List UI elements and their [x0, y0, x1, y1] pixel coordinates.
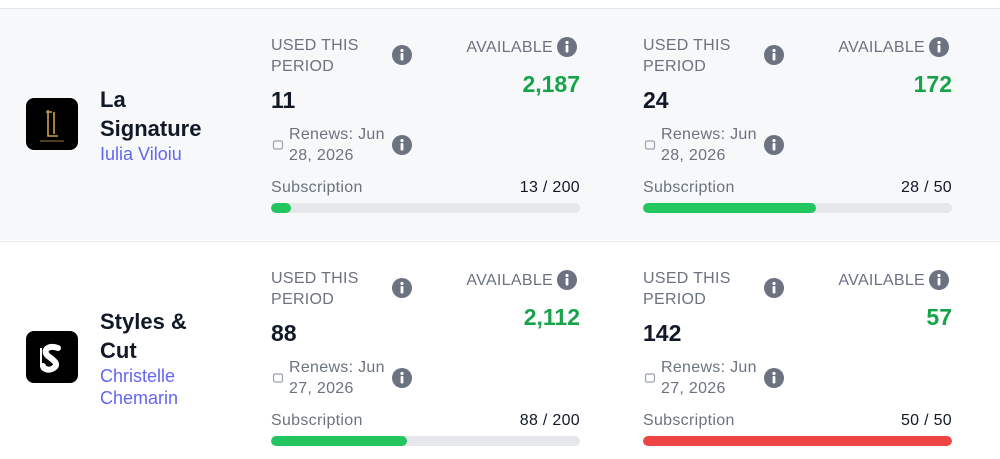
- used-value: 24: [643, 87, 669, 113]
- available-label: AVAILABLE: [838, 39, 925, 56]
- name-block: Styles & Cut Christelle Chemarin: [100, 307, 225, 409]
- calendar-icon: [272, 140, 284, 150]
- progress-fill: [271, 203, 292, 213]
- usage-label: 88 / 200: [519, 412, 580, 429]
- progress-track: [643, 436, 952, 446]
- progress-track: [271, 436, 580, 446]
- info-icon[interactable]: [391, 134, 413, 156]
- info-icon[interactable]: [763, 367, 785, 389]
- logo: [26, 331, 78, 383]
- available-label: AVAILABLE: [466, 272, 553, 289]
- info-icon[interactable]: [763, 134, 785, 156]
- info-icon[interactable]: [556, 36, 578, 58]
- subscription-label: Subscription: [643, 179, 735, 196]
- used-value: 142: [643, 320, 682, 346]
- salon-name: Styles & Cut: [100, 309, 187, 363]
- usage-label: 50 / 50: [900, 412, 952, 429]
- calendar-icon: [644, 140, 656, 150]
- used-label: USED THIS PERIOD: [643, 270, 731, 308]
- used-value: 88: [271, 320, 297, 346]
- owner-name[interactable]: Iulia Viloiu: [100, 144, 182, 164]
- calendar-icon: [644, 373, 656, 383]
- used-label: USED THIS PERIOD: [643, 37, 731, 75]
- progress-track: [271, 203, 580, 213]
- renews-date: Renews: Jun 28, 2026: [661, 126, 757, 164]
- renews-date: Renews: Jun 27, 2026: [661, 359, 757, 397]
- available-label: AVAILABLE: [838, 272, 925, 289]
- subscription-label: Subscription: [271, 179, 363, 196]
- renews-date: Renews: Jun 27, 2026: [289, 359, 385, 397]
- calendar-icon: [272, 373, 284, 383]
- used-label: USED THIS PERIOD: [271, 270, 359, 308]
- subscription-label: Subscription: [643, 412, 735, 429]
- logo-art: [40, 110, 64, 142]
- used-label: USED THIS PERIOD: [271, 37, 359, 75]
- available-value: 57: [926, 304, 952, 330]
- info-icon[interactable]: [391, 367, 413, 389]
- info-icon[interactable]: [391, 277, 413, 299]
- info-icon[interactable]: [763, 44, 785, 66]
- available-label: AVAILABLE: [466, 39, 553, 56]
- usage-label: 13 / 200: [519, 179, 580, 196]
- subscription-label: Subscription: [271, 412, 363, 429]
- salon-name: La Signature: [100, 87, 202, 141]
- renews-date: Renews: Jun 28, 2026: [289, 126, 385, 164]
- logo: [26, 98, 78, 150]
- available-value: 2,187: [522, 71, 580, 97]
- progress-fill: [643, 436, 952, 446]
- info-icon[interactable]: [928, 36, 950, 58]
- name-block: La Signature Iulia Viloiu: [100, 85, 225, 165]
- available-value: 172: [913, 71, 952, 97]
- progress-fill: [271, 436, 407, 446]
- usage-label: 28 / 50: [900, 179, 952, 196]
- logo-art: [40, 343, 61, 373]
- available-value: 2,112: [523, 304, 580, 330]
- row: La Signature Iulia Viloiu USED THIS PERIOD…: [0, 8, 1000, 240]
- progress-track: [643, 203, 952, 213]
- used-value: 11: [271, 87, 296, 113]
- info-icon[interactable]: [928, 269, 950, 291]
- info-icon[interactable]: [763, 277, 785, 299]
- info-icon[interactable]: [556, 269, 578, 291]
- row: Styles & Cut Christelle Chemarin USED THIS…: [0, 241, 1000, 459]
- info-icon[interactable]: [391, 44, 413, 66]
- progress-fill: [643, 203, 817, 213]
- owner-name[interactable]: Christelle Chemarin: [100, 366, 179, 408]
